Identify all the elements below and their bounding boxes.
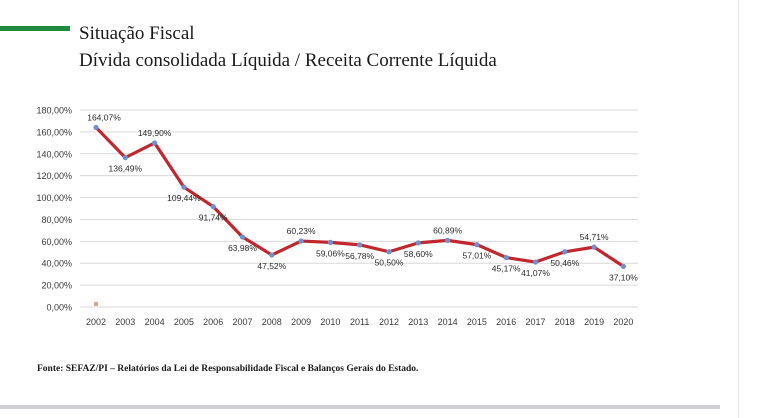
x-tick-label: 2010 bbox=[320, 317, 340, 327]
data-point bbox=[474, 242, 480, 248]
x-tick-label: 2003 bbox=[115, 317, 135, 327]
data-point bbox=[152, 140, 158, 146]
x-tick-label: 2013 bbox=[408, 317, 428, 327]
y-tick-label: 80,00% bbox=[41, 215, 72, 225]
data-label: 37,10% bbox=[609, 272, 638, 282]
y-tick-label: 60,00% bbox=[41, 237, 72, 247]
y-tick-label: 20,00% bbox=[41, 281, 72, 291]
x-tick-label: 2016 bbox=[496, 317, 516, 327]
data-label: 164,07% bbox=[87, 112, 121, 122]
origin-marker bbox=[94, 302, 98, 306]
data-label: 91,74% bbox=[199, 213, 228, 223]
data-label: 47,52% bbox=[257, 261, 286, 271]
x-tick-label: 2015 bbox=[467, 317, 487, 327]
data-point bbox=[445, 237, 451, 243]
y-tick-label: 0,00% bbox=[46, 303, 72, 313]
line-chart: 0,00% 20,00% 40,00% 60,00% 80,00% 100,00% 120,… bbox=[36, 106, 638, 328]
data-label: 50,50% bbox=[375, 258, 404, 268]
data-point bbox=[122, 155, 128, 161]
right-edge-divider bbox=[738, 0, 739, 418]
y-tick-label: 100,00% bbox=[36, 193, 72, 203]
page-title: Situação Fiscal bbox=[79, 23, 195, 44]
data-point bbox=[93, 124, 99, 131]
data-point bbox=[181, 184, 187, 190]
y-tick-label: 180,00% bbox=[36, 106, 72, 116]
data-label: 57,01% bbox=[462, 251, 491, 261]
x-tick-label: 2002 bbox=[86, 317, 106, 327]
data-label: 56,78% bbox=[345, 251, 374, 261]
data-point bbox=[327, 239, 333, 245]
x-tick-label: 2008 bbox=[262, 317, 282, 327]
data-label: 63,98% bbox=[228, 243, 257, 253]
x-tick-label: 2020 bbox=[613, 317, 633, 327]
data-point bbox=[532, 259, 539, 265]
data-label: 59,06% bbox=[316, 248, 345, 258]
y-tick-label: 160,00% bbox=[36, 127, 72, 137]
bottom-divider bbox=[0, 405, 720, 409]
x-tick-label: 2006 bbox=[203, 317, 223, 327]
y-tick-label: 120,00% bbox=[36, 171, 72, 181]
data-label: 58,60% bbox=[404, 249, 433, 259]
x-tick-label: 2018 bbox=[555, 317, 575, 327]
data-point bbox=[239, 234, 246, 240]
y-tick-label: 140,00% bbox=[36, 149, 72, 159]
data-point bbox=[503, 254, 509, 261]
data-point bbox=[562, 249, 568, 255]
data-point bbox=[298, 238, 304, 244]
source-note: Fonte: SEFAZ/PI – Relatórios da Lei de R… bbox=[37, 364, 419, 374]
data-label: 149,90% bbox=[138, 128, 172, 138]
x-tick-label: 2019 bbox=[584, 317, 604, 327]
accent-bar bbox=[0, 26, 70, 31]
data-label: 60,89% bbox=[433, 225, 462, 235]
data-point bbox=[591, 244, 597, 250]
data-label: 136,49% bbox=[109, 164, 143, 174]
data-point bbox=[620, 263, 627, 269]
data-label: 50,46% bbox=[550, 258, 579, 268]
x-tick-label: 2011 bbox=[350, 317, 369, 327]
x-tick-label: 2014 bbox=[438, 317, 458, 327]
data-label: 60,23% bbox=[287, 226, 316, 236]
data-label: 54,71% bbox=[580, 232, 609, 242]
x-tick-label: 2012 bbox=[379, 317, 399, 327]
x-tick-label: 2005 bbox=[174, 317, 194, 327]
data-label: 109,44% bbox=[167, 193, 201, 203]
page-subtitle: Dívida consolidada Líquida / Receita Cor… bbox=[79, 50, 497, 71]
data-label: 41,07% bbox=[521, 268, 550, 278]
data-label: 45,17% bbox=[492, 264, 521, 274]
x-tick-label: 2007 bbox=[232, 317, 252, 327]
data-point bbox=[210, 203, 216, 210]
data-point bbox=[386, 249, 392, 255]
data-point bbox=[415, 240, 421, 246]
data-point bbox=[357, 242, 363, 248]
x-tick-label: 2009 bbox=[291, 317, 311, 327]
x-tick-label: 2017 bbox=[525, 317, 545, 327]
y-tick-label: 40,00% bbox=[41, 259, 72, 269]
data-point bbox=[269, 252, 275, 258]
x-tick-label: 2004 bbox=[145, 317, 165, 327]
